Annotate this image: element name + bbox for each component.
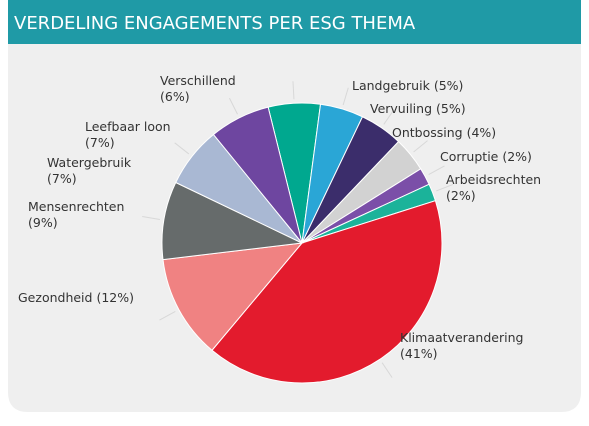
leader-line <box>413 140 428 153</box>
slice-label: Ontbossing (4%) <box>392 125 496 140</box>
pie-slice <box>162 242 304 351</box>
category-label: Vervuiling <box>370 101 432 116</box>
slice-label: Klimaatverandering (41%) <box>400 330 523 361</box>
leader-line <box>174 142 190 155</box>
leader-line <box>159 311 176 321</box>
slice-label: Arbeidsrechten (2%) <box>446 172 541 203</box>
category-label: Arbeidsrechten <box>446 172 541 187</box>
value-label: (2%) <box>502 149 532 164</box>
value-label: (7%) <box>85 135 115 150</box>
leader-line <box>381 362 393 378</box>
pie-slice <box>211 200 443 384</box>
category-label: Leefbaar loon <box>85 119 171 134</box>
slice-label: Verschillend (6%) <box>160 73 236 104</box>
leader-line <box>436 183 454 192</box>
value-label: (7%) <box>47 171 77 186</box>
leader-line <box>342 87 349 106</box>
value-label: (41%) <box>400 346 438 361</box>
category-label: Klimaatverandering <box>400 330 523 345</box>
leader-line <box>229 97 238 115</box>
value-label: (5%) <box>436 101 466 116</box>
slice-label: Mensenrechten (9%) <box>28 199 124 230</box>
value-label: (2%) <box>446 188 476 203</box>
slice-label: Leefbaar loon (7%) <box>85 119 171 150</box>
chart-title: VERDELING ENGAGEMENTS PER ESG THEMA <box>14 13 416 34</box>
category-label: Mensenrechten <box>28 199 124 214</box>
category-label: Corruptie <box>440 149 499 164</box>
slice-label: Vervuiling (5%) <box>370 101 466 116</box>
category-label: Gezondheid <box>18 290 92 305</box>
slice-label: Watergebruik (7%) <box>47 155 132 186</box>
category-label: Verschillend <box>160 73 236 88</box>
value-label: (5%) <box>434 78 464 93</box>
title-bar <box>8 0 581 44</box>
leader-line <box>428 165 445 175</box>
pie-slice <box>212 106 303 244</box>
slice-label: Landgebruik (5%) <box>352 78 463 93</box>
leader-line <box>383 109 395 125</box>
value-label: (9%) <box>28 215 58 230</box>
slice-label: Gezondheid (12%) <box>18 290 134 305</box>
pie-slice <box>161 181 304 261</box>
value-label: (4%) <box>467 125 497 140</box>
category-label: Ontbossing <box>392 125 463 140</box>
leader-line <box>292 81 295 100</box>
leader-line <box>142 216 161 220</box>
category-label: Landgebruik <box>352 78 431 93</box>
category-label: Watergebruik <box>47 155 132 170</box>
slice-label: Corruptie (2%) <box>440 149 532 164</box>
value-label: (6%) <box>160 89 190 104</box>
value-label: (12%) <box>96 290 134 305</box>
